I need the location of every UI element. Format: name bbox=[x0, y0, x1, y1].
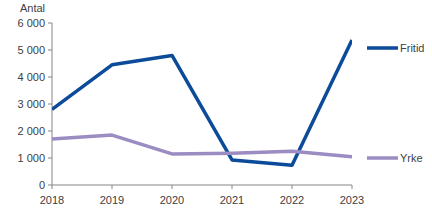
y-tick-label: 3 000 bbox=[17, 98, 45, 110]
legend-label: Yrke bbox=[400, 152, 423, 164]
x-tick bbox=[112, 185, 113, 189]
y-tick bbox=[48, 158, 52, 159]
y-axis bbox=[52, 23, 53, 185]
x-tick bbox=[172, 185, 173, 189]
y-tick-label: 5 000 bbox=[17, 44, 45, 56]
y-tick-label: 4 000 bbox=[17, 71, 45, 83]
y-tick bbox=[48, 131, 52, 132]
y-tick-label: 6 000 bbox=[17, 17, 45, 29]
x-tick-label: 2023 bbox=[340, 194, 364, 206]
x-tick-label: 2020 bbox=[160, 194, 184, 206]
y-axis-label: Antal bbox=[20, 2, 45, 14]
chart: 0 1 000 2 000 3 000 4 000 5 000 6 000 2018 2019 2… bbox=[0, 0, 432, 215]
y-tick bbox=[48, 77, 52, 78]
x-tick bbox=[232, 185, 233, 189]
legend-swatch bbox=[367, 46, 398, 50]
y-tick-label: 0 bbox=[39, 179, 45, 191]
x-tick bbox=[352, 185, 353, 189]
x-tick-label: 2022 bbox=[280, 194, 304, 206]
series-line bbox=[52, 40, 352, 165]
x-tick-label: 2019 bbox=[100, 194, 124, 206]
y-tick bbox=[48, 185, 52, 186]
y-tick-label: 1 000 bbox=[17, 152, 45, 164]
x-tick bbox=[52, 185, 53, 189]
plot-area bbox=[52, 40, 352, 165]
y-tick-label: 2 000 bbox=[17, 125, 45, 137]
series-line bbox=[52, 135, 352, 157]
x-tick-label: 2018 bbox=[40, 194, 64, 206]
y-tick bbox=[48, 104, 52, 105]
y-tick bbox=[48, 23, 52, 24]
y-tick bbox=[48, 50, 52, 51]
legend-label: Fritid bbox=[400, 42, 424, 54]
x-tick-label: 2021 bbox=[220, 194, 244, 206]
x-axis bbox=[52, 185, 352, 186]
legend-swatch bbox=[367, 156, 398, 160]
x-tick bbox=[292, 185, 293, 189]
